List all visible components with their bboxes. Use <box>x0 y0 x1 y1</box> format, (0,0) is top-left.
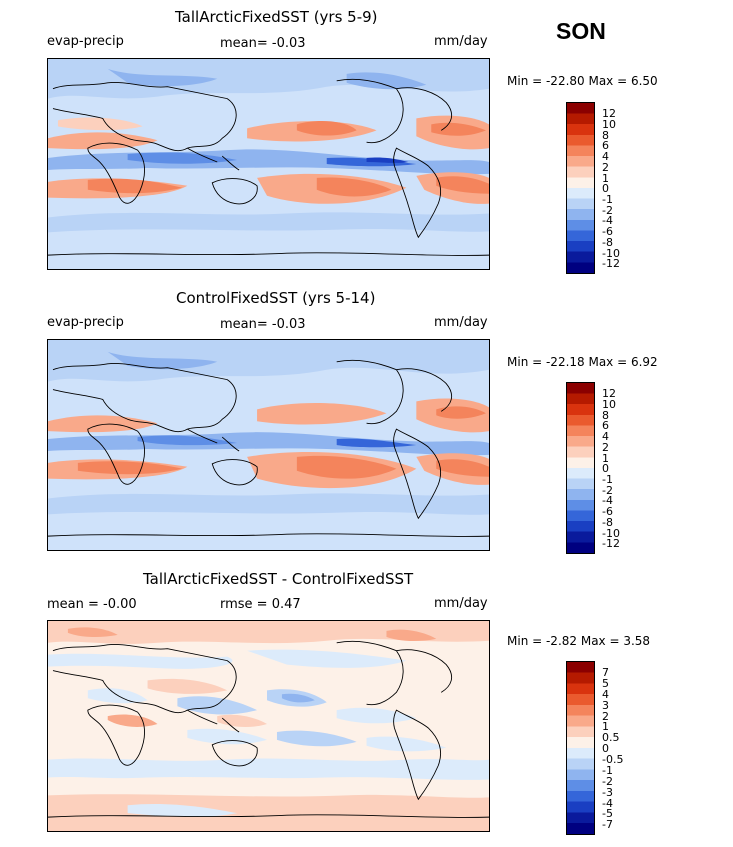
panel3-title: TallArcticFixedSST - ControlFixedSST <box>143 570 414 588</box>
panel3-colorbar-tick: 5 <box>602 677 609 690</box>
panel1-colorbar-tick: -2 <box>602 204 613 217</box>
panel3-colorbar-tick: 7 <box>602 666 609 679</box>
panel1-minmax: Min = -22.80 Max = 6.50 <box>507 74 658 88</box>
panel3-colorbar-tick: 4 <box>602 688 609 701</box>
panel2-title: ControlFixedSST (yrs 5-14) <box>176 289 376 307</box>
panel1-title: TallArcticFixedSST (yrs 5-9) <box>175 8 378 26</box>
panel2-colorbar-tick: 12 <box>602 387 616 400</box>
panel2-colorbar-tick: -8 <box>602 516 613 529</box>
panel2-colorbar-tick: 6 <box>602 419 609 432</box>
panel1-colorbar-tick: -1 <box>602 193 613 206</box>
panel1-colorbar-tick: 4 <box>602 150 609 163</box>
panel1-mean-label: mean= -0.03 <box>220 36 306 51</box>
panel3-colorbar-tick: -4 <box>602 797 613 810</box>
panel2-colorbar-tick: 0 <box>602 462 609 475</box>
panel1-colorbar-tick: 8 <box>602 129 609 142</box>
panel3-mean-label: mean = -0.00 <box>47 597 137 612</box>
panel3-units-label: mm/day <box>434 596 488 611</box>
panel3-colorbar-tick: -5 <box>602 807 613 820</box>
panel1-colorbar-tick: 0 <box>602 182 609 195</box>
panel1-map <box>47 58 490 270</box>
panel2-colorbar-tick: 1 <box>602 452 609 465</box>
panel1-colorbar-tick: -4 <box>602 214 613 227</box>
panel2-units-label: mm/day <box>434 315 488 330</box>
panel1-colorbar-tick: -12 <box>602 257 620 270</box>
panel3-colorbar-tick: -0.5 <box>602 753 624 766</box>
panel2-colorbar-tick: 8 <box>602 409 609 422</box>
panel3-colorbar-tick: 0 <box>602 742 609 755</box>
panel3-rmse-label: rmse = 0.47 <box>220 597 301 612</box>
season-label: SON <box>556 18 606 44</box>
panel2-variable-label: evap-precip <box>47 315 124 330</box>
panel3-colorbar-tick: 1 <box>602 720 609 733</box>
panel2-colorbar-tick: -1 <box>602 473 613 486</box>
panel1-colorbar-tick: 6 <box>602 139 609 152</box>
panel2-mean-label: mean= -0.03 <box>220 317 306 332</box>
panel1-units-label: mm/day <box>434 34 488 49</box>
panel3-colorbar-tick: -7 <box>602 818 613 831</box>
panel2-map <box>47 339 490 551</box>
panel2-colorbar-tick: 10 <box>602 398 616 411</box>
panel2-colorbar: 12 10 8 6 4 2 1 0 -1 -2 -4 -6 -8 -10 -12 <box>566 382 620 554</box>
panel3-colorbar-tick: 2 <box>602 710 609 723</box>
panel2-colorbar-tick: -2 <box>602 484 613 497</box>
panel1-colorbar-tick: 2 <box>602 161 609 174</box>
panel1-variable-label: evap-precip <box>47 34 124 49</box>
panel1-colorbar-tick: -8 <box>602 236 613 249</box>
panel3-colorbar-tick: -1 <box>602 764 613 777</box>
panel3-colorbar: 7 5 4 3 2 1 0.5 0 -0.5 -1 -2 -3 -4 -5 -7 <box>566 661 623 835</box>
panel2-colorbar-tick: -12 <box>602 537 620 550</box>
panel1-colorbar-tick: 10 <box>602 118 616 131</box>
panel2-colorbar-tick: -10 <box>602 527 620 540</box>
panel3-colorbar-tick: -3 <box>602 786 613 799</box>
panel2-minmax: Min = -22.18 Max = 6.92 <box>507 355 658 369</box>
panel1-colorbar-tick: 1 <box>602 172 609 185</box>
panel3-colorbar-tick: -2 <box>602 775 613 788</box>
panel3-colorbar-tick: 0.5 <box>602 731 620 744</box>
panel2-colorbar-tick: 4 <box>602 430 609 443</box>
panel1-colorbar-tick: -6 <box>602 225 613 238</box>
panel2-colorbar-tick: -6 <box>602 505 613 518</box>
panel1-colorbar: 12 10 8 6 4 2 1 0 -1 -2 -4 -6 -8 -10 -12 <box>566 102 620 274</box>
panel1-colorbar-tick: 12 <box>602 107 616 120</box>
panel2-colorbar-tick: -4 <box>602 494 613 507</box>
panel3-map <box>47 620 490 832</box>
panel1-colorbar-tick: -10 <box>602 247 620 260</box>
panel3-colorbar-tick: 3 <box>602 699 609 712</box>
panel3-minmax: Min = -2.82 Max = 3.58 <box>507 634 651 648</box>
panel2-colorbar-tick: 2 <box>602 441 609 454</box>
